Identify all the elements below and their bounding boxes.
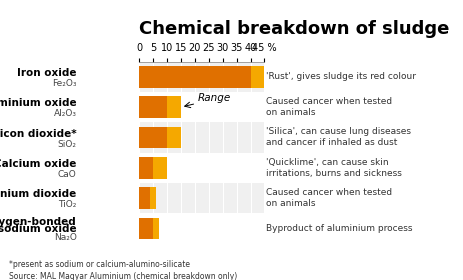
Text: Al₂O₃: Al₂O₃ [53, 109, 76, 118]
Text: Na₂O: Na₂O [54, 233, 76, 242]
Bar [139, 157, 153, 179]
Text: Source: MAL Magyar Aluminium (chemical breakdown only): Source: MAL Magyar Aluminium (chemical b… [9, 272, 237, 280]
Text: Silicon dioxide*: Silicon dioxide* [0, 129, 76, 139]
Bar [167, 96, 181, 118]
Bar [139, 92, 264, 122]
Text: Calcium oxide: Calcium oxide [0, 159, 76, 169]
Bar [139, 127, 167, 148]
Text: *present as sodium or calcium-alumino-silicate: *present as sodium or calcium-alumino-si… [9, 260, 190, 269]
Text: Chemical breakdown of sludge: Chemical breakdown of sludge [139, 20, 449, 38]
Text: Aluminium oxide: Aluminium oxide [0, 99, 76, 108]
Text: 'Silica', can cause lung diseases
and cancer if inhaled as dust: 'Silica', can cause lung diseases and ca… [265, 127, 410, 148]
Bar [139, 96, 167, 118]
Text: Range: Range [197, 93, 231, 103]
Bar [153, 157, 167, 179]
Text: 'Rust', gives sludge its red colour: 'Rust', gives sludge its red colour [265, 72, 415, 81]
Bar [250, 66, 264, 88]
Bar [139, 66, 250, 88]
Text: 'Quicklime', can cause skin
irritations, burns and sickness: 'Quicklime', can cause skin irritations,… [265, 158, 401, 178]
Bar [139, 218, 153, 239]
Bar [139, 153, 264, 183]
Text: Byproduct of aluminium process: Byproduct of aluminium process [265, 224, 412, 233]
Bar [139, 187, 150, 209]
Text: Titanium dioxide: Titanium dioxide [0, 190, 76, 199]
Text: SiO₂: SiO₂ [57, 140, 76, 149]
Text: TiO₂: TiO₂ [58, 200, 76, 209]
Bar [139, 183, 264, 213]
Bar [139, 122, 264, 153]
Text: Oxygen-bonded: Oxygen-bonded [0, 217, 76, 227]
Text: Caused cancer when tested
on animals: Caused cancer when tested on animals [265, 97, 391, 117]
Text: Fe₂O₃: Fe₂O₃ [52, 79, 76, 88]
Bar [139, 62, 264, 92]
Text: Iron oxide: Iron oxide [17, 68, 76, 78]
Text: Caused cancer when tested
on animals: Caused cancer when tested on animals [265, 188, 391, 208]
Text: CaO: CaO [58, 170, 76, 179]
Text: sodium oxide: sodium oxide [0, 224, 76, 234]
Bar [153, 218, 158, 239]
Bar [167, 127, 181, 148]
Bar [139, 213, 264, 244]
Bar [150, 187, 156, 209]
